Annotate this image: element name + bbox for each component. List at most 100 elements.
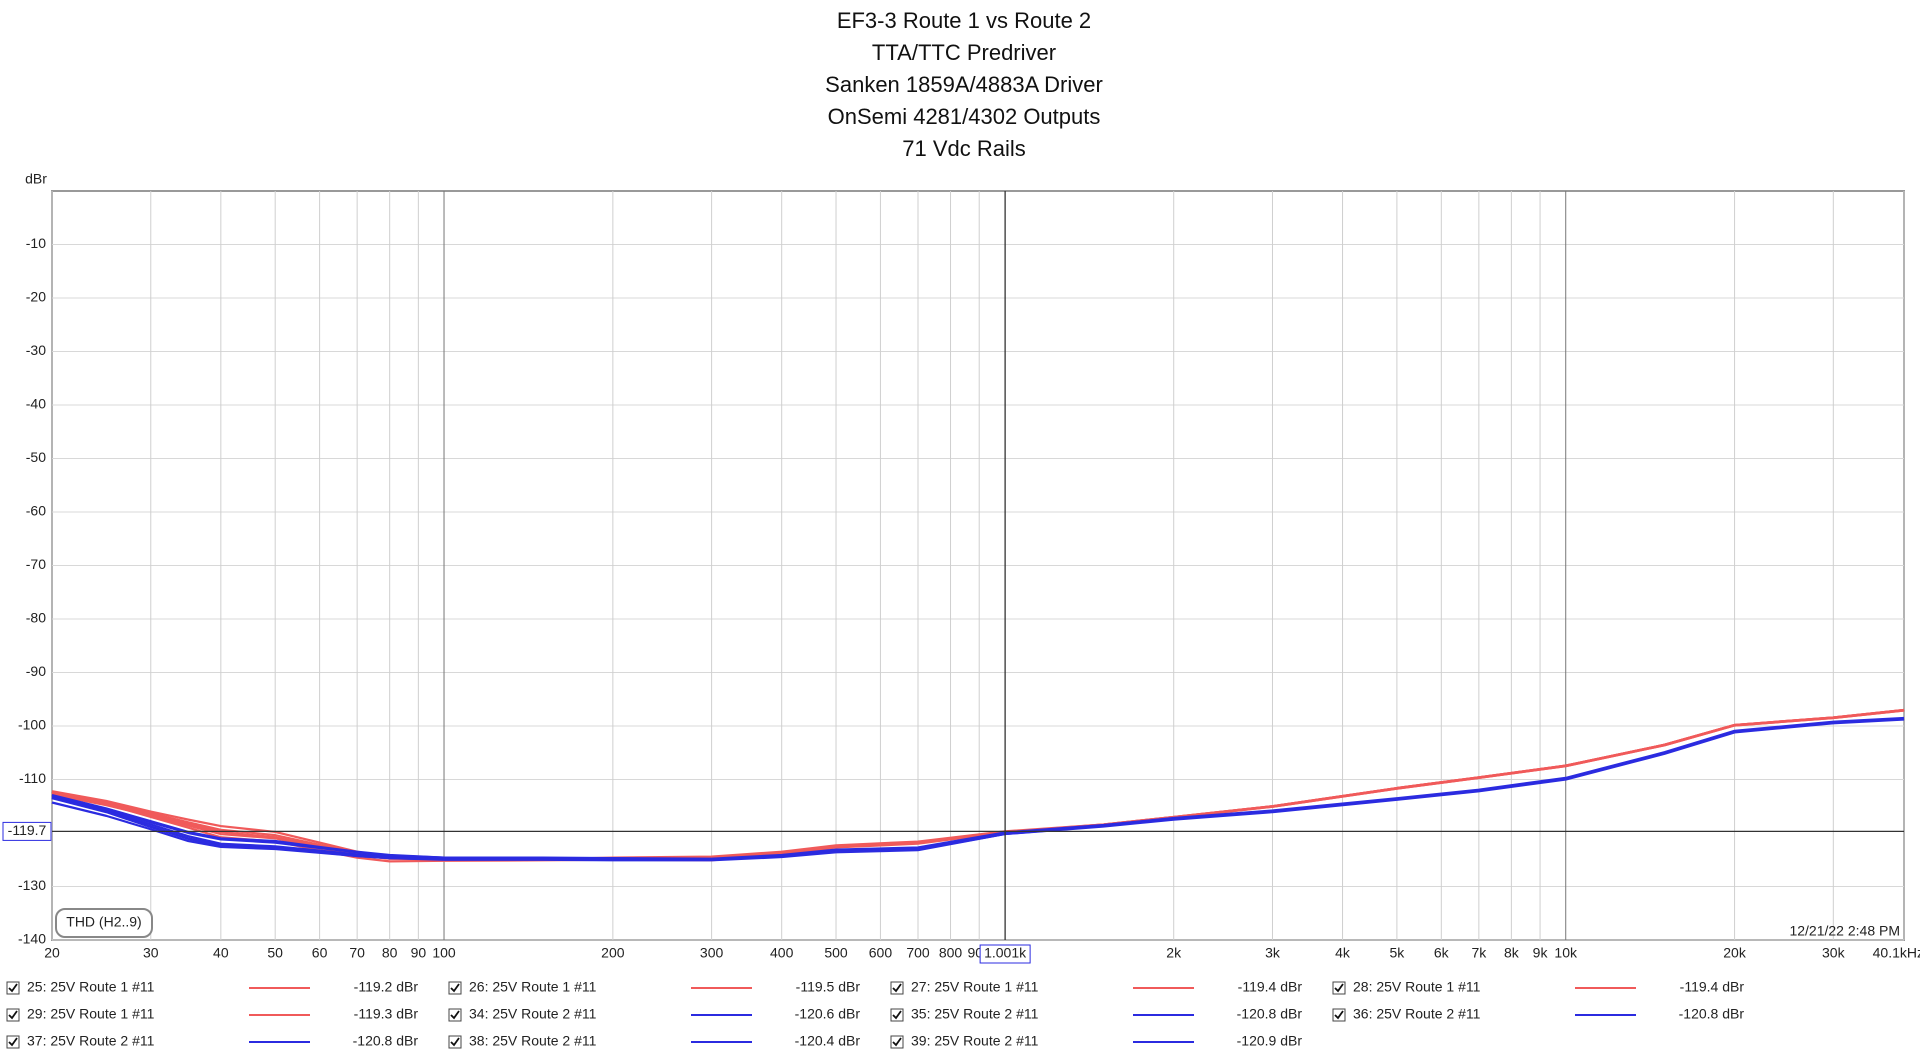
x-tick-label: 6k xyxy=(1434,945,1450,961)
y-tick-label: -90 xyxy=(26,663,46,679)
legend-readout: -119.4 dBr xyxy=(1680,979,1745,995)
chart-title: OnSemi 4281/4302 Outputs xyxy=(828,104,1101,129)
legend-readout: -120.4 dBr xyxy=(795,1033,861,1049)
y-tick-label: -70 xyxy=(26,556,46,572)
legend-label: 38: 25V Route 2 #11 xyxy=(469,1033,597,1049)
cursor-y-box xyxy=(2,821,52,841)
legend-checkbox[interactable] xyxy=(6,1008,20,1022)
x-tick-label: 40.1kHz xyxy=(1873,945,1920,961)
legend-entry: 27: 25V Route 1 #11 -119.4 dBr xyxy=(890,979,1303,995)
legend-checkbox[interactable] xyxy=(890,1035,904,1049)
legend-label: 34: 25V Route 2 #11 xyxy=(469,1006,597,1022)
legend-checkbox[interactable] xyxy=(6,981,20,995)
y-tick-label: -80 xyxy=(26,610,46,626)
legend-checkbox[interactable] xyxy=(1332,981,1346,995)
legend-checkbox[interactable] xyxy=(448,981,462,995)
x-tick-label: 300 xyxy=(700,945,724,961)
y-axis-unit: dBr xyxy=(25,171,47,187)
x-tick-label: 400 xyxy=(770,945,794,961)
cursor-x-box xyxy=(979,944,1031,964)
x-tick-label: 700 xyxy=(906,945,930,961)
x-tick-label: 5k xyxy=(1389,945,1405,961)
cursor-y-label: -119.7 xyxy=(8,822,47,838)
x-tick-label: 600 xyxy=(869,945,893,961)
chart-title: 71 Vdc Rails xyxy=(902,136,1026,161)
series-line xyxy=(51,718,1905,862)
y-tick-label: -10 xyxy=(26,235,46,251)
measurement-box xyxy=(55,908,153,938)
x-tick-label: 70 xyxy=(349,945,365,961)
legend-checkbox[interactable] xyxy=(1332,1008,1346,1022)
legend-entry: 35: 25V Route 2 #11 -120.8 dBr xyxy=(890,1006,1303,1022)
legend-checkbox[interactable] xyxy=(890,1008,904,1022)
check-mark xyxy=(450,1037,460,1047)
legend-label: 29: 25V Route 1 #11 xyxy=(27,1006,155,1022)
x-tick-label: 7k xyxy=(1471,945,1487,961)
legend-readout: -120.8 dBr xyxy=(353,1033,419,1049)
legend-label: 39: 25V Route 2 #11 xyxy=(911,1033,1039,1049)
legend-checkbox[interactable] xyxy=(448,1008,462,1022)
legend-entry: 34: 25V Route 2 #11 -120.6 dBr xyxy=(448,1006,861,1022)
x-tick-label: 90 xyxy=(411,945,427,961)
legend-readout: -119.5 dBr xyxy=(796,979,861,995)
legend-entry: 38: 25V Route 2 #11 -120.4 dBr xyxy=(448,1033,861,1049)
check-mark xyxy=(8,983,18,993)
y-tick-label: -100 xyxy=(18,717,46,733)
chart-title: TTA/TTC Predriver xyxy=(872,40,1056,65)
check-mark xyxy=(1334,983,1344,993)
check-mark xyxy=(892,983,902,993)
y-tick-label: -110 xyxy=(19,770,46,786)
legend-label: 35: 25V Route 2 #11 xyxy=(911,1006,1039,1022)
x-tick-label: 8k xyxy=(1504,945,1520,961)
legend-entry: 29: 25V Route 1 #11 -119.3 dBr xyxy=(6,1006,419,1022)
series-line xyxy=(51,716,1905,860)
legend-entry: 26: 25V Route 1 #11 -119.5 dBr xyxy=(448,979,861,995)
legend-label: 28: 25V Route 1 #11 xyxy=(1353,979,1481,995)
legend-label: 25: 25V Route 1 #11 xyxy=(27,979,155,995)
y-tick-label: -60 xyxy=(26,503,46,519)
legend-readout: -120.8 dBr xyxy=(1679,1006,1745,1022)
y-tick-label: -50 xyxy=(26,449,46,465)
x-tick-label: 80 xyxy=(382,945,398,961)
legend-checkbox[interactable] xyxy=(890,981,904,995)
legend-label: 27: 25V Route 1 #11 xyxy=(911,979,1039,995)
x-tick-label: 10k xyxy=(1554,945,1578,961)
x-tick-label: 30 xyxy=(143,945,159,961)
x-tick-label: 50 xyxy=(267,945,283,961)
y-tick-label: -40 xyxy=(26,396,46,412)
cursor-x-label: 1.001k xyxy=(984,945,1027,961)
legend-readout: -119.3 dBr xyxy=(354,1006,419,1022)
legend-label: 36: 25V Route 2 #11 xyxy=(1353,1006,1481,1022)
legend-checkbox[interactable] xyxy=(448,1035,462,1049)
y-tick-label: -30 xyxy=(26,342,46,358)
check-mark xyxy=(450,983,460,993)
legend-readout: -119.4 dBr xyxy=(1238,979,1303,995)
legend-readout: -120.9 dBr xyxy=(1237,1033,1303,1049)
legend-readout: -120.6 dBr xyxy=(795,1006,861,1022)
legend-entry: 37: 25V Route 2 #11 -120.8 dBr xyxy=(6,1033,419,1049)
series-line xyxy=(51,709,1905,861)
legend-checkbox[interactable] xyxy=(6,1035,20,1049)
x-tick-label: 2k xyxy=(1166,945,1182,961)
check-mark xyxy=(1334,1010,1344,1020)
x-tick-label: 4k xyxy=(1335,945,1351,961)
x-tick-label: 20 xyxy=(44,945,60,961)
check-mark xyxy=(8,1037,18,1047)
timestamp: 12/21/22 2:48 PM xyxy=(1789,923,1900,939)
legend-readout: -119.2 dBr xyxy=(354,979,419,995)
legend-label: 37: 25V Route 2 #11 xyxy=(27,1033,155,1049)
y-tick-label: -130 xyxy=(18,877,46,893)
y-tick-label: -20 xyxy=(26,289,46,305)
check-mark xyxy=(450,1010,460,1020)
check-mark xyxy=(892,1037,902,1047)
legend-readout: -120.8 dBr xyxy=(1237,1006,1303,1022)
x-tick-label: 500 xyxy=(824,945,848,961)
legend-entry: 25: 25V Route 1 #11 -119.2 dBr xyxy=(6,979,419,995)
measurement-label: THD (H2..9) xyxy=(66,914,141,930)
check-mark xyxy=(892,1010,902,1020)
legend-entry: 39: 25V Route 2 #11 -120.9 dBr xyxy=(890,1033,1303,1049)
x-tick-label: 20k xyxy=(1723,945,1747,961)
chart-title: EF3-3 Route 1 vs Route 2 xyxy=(837,8,1091,33)
